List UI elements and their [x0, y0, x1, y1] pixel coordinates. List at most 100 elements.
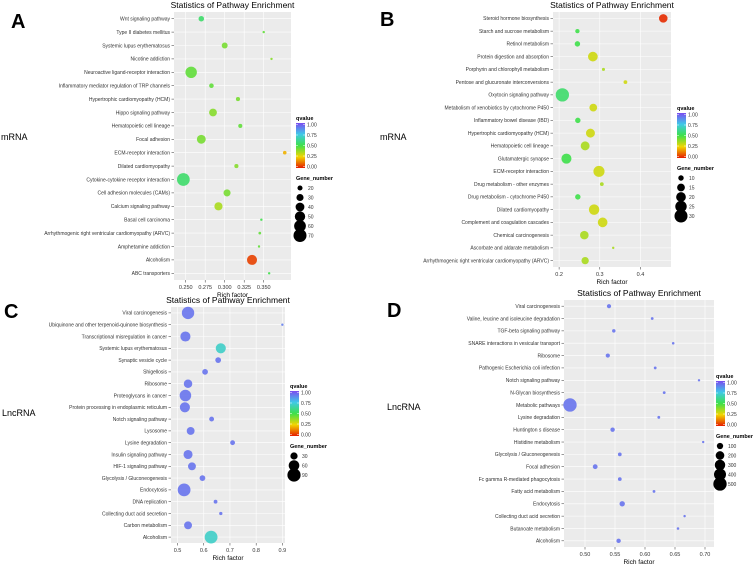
size-legend-label: 400: [728, 472, 737, 478]
x-tick-label: 0.275: [198, 285, 212, 291]
data-point: [585, 128, 595, 138]
x-tick-label: 0.6: [200, 548, 208, 554]
size-legend-dot: [295, 202, 305, 212]
data-point: [605, 353, 610, 358]
data-point: [676, 527, 680, 530]
size-legend-dot: [716, 442, 724, 450]
y-tick-label: HIF-1 signaling pathway: [113, 464, 167, 470]
qvalue-tick-label: 1.00: [307, 122, 317, 128]
y-tick-label: Dilated cardiomyopathy: [497, 207, 550, 213]
data-point: [658, 14, 668, 23]
data-point: [209, 83, 214, 89]
data-point: [588, 51, 598, 62]
y-tick-label: Notch signaling pathway: [506, 378, 561, 384]
y-tick-label: Hypertrophic cardiomyopathy (HCM): [468, 131, 549, 137]
qvalue-legend-title: qvalue: [296, 116, 313, 122]
y-tick-label: Cell adhesion molecules (CAMs): [97, 191, 170, 197]
x-tick-label: 0.70: [700, 552, 711, 558]
y-tick-label: Collecting duct acid secretion: [102, 511, 167, 517]
x-tick-label: 0.60: [640, 552, 651, 558]
data-point: [702, 440, 705, 444]
y-tick-label: Shigellosis: [143, 370, 167, 376]
y-tick-label: Arrhythmogenic right ventricular cardiom…: [423, 258, 549, 264]
y-tick-label: Drug metabolism - other enzymes: [474, 182, 550, 188]
y-tick-label: Endocytosis: [140, 488, 167, 494]
data-point: [616, 538, 621, 544]
data-point: [612, 329, 616, 333]
size-legend-label: 60: [302, 463, 308, 469]
y-tick-label: Glycolysis / Gluconeogenesis: [495, 452, 561, 458]
x-tick-label: 0.55: [610, 552, 621, 558]
data-point: [177, 483, 191, 497]
qvalue-colorbar: [290, 391, 299, 436]
data-point: [198, 15, 205, 22]
data-point: [580, 141, 590, 151]
plot-panel: [564, 300, 714, 547]
data-point: [561, 153, 572, 164]
data-point: [575, 117, 581, 124]
y-tick-label: Calcium signaling pathway: [111, 204, 171, 210]
y-tick-label: Glycolysis / Gluconeogenesis: [102, 476, 168, 482]
qvalue-colorbar: [716, 381, 725, 426]
size-legend-label: 40: [308, 205, 314, 211]
size-legend-dot: [287, 468, 301, 482]
size-legend-label: 15: [689, 185, 695, 191]
x-tick-label: 0.4: [637, 272, 645, 278]
y-tick-label: Focal adhesion: [136, 137, 170, 143]
y-tick-label: Metabolism of xenobiotics by cytochrome …: [445, 105, 550, 111]
y-tick-label: Alcoholism: [146, 258, 170, 264]
data-point: [601, 67, 606, 71]
data-point: [204, 530, 218, 544]
data-point: [610, 427, 615, 432]
plot-panel: [553, 12, 671, 267]
y-tick-label: Ascorbate and aldarate metabolism: [470, 246, 549, 252]
y-tick-label: Metabolic pathways: [516, 403, 560, 409]
data-point: [563, 398, 577, 412]
y-tick-label: Histidine metabolism: [514, 440, 560, 446]
data-point: [213, 499, 218, 504]
data-point: [575, 194, 581, 200]
data-point: [588, 204, 600, 215]
x-tick-label: 0.7: [226, 548, 234, 554]
y-tick-label: TGF-beta signaling pathway: [497, 329, 560, 335]
size-legend-dot: [714, 459, 726, 471]
y-tick-label: Systemic lupus erythematosus: [99, 346, 167, 352]
plot-panel: [174, 12, 291, 280]
data-point: [215, 357, 222, 363]
x-axis-label: Rich factor: [623, 559, 655, 566]
data-point: [267, 272, 271, 275]
data-point: [183, 449, 193, 460]
data-point: [262, 30, 265, 34]
x-tick-label: 0.8: [252, 548, 260, 554]
size-legend-dot: [677, 183, 685, 192]
qvalue-tick-label: 0.50: [307, 143, 317, 149]
size-legend-label: 20: [689, 195, 695, 201]
y-tick-label: Insulin signaling pathway: [111, 452, 167, 458]
y-tick-label: Protein digestion and absorption: [477, 54, 549, 60]
y-tick-label: Alcoholism: [536, 539, 560, 545]
y-tick-label: Systemic lupus erythematosus: [102, 43, 170, 49]
side-label: LncRNA: [387, 402, 421, 412]
y-tick-label: Ubiquinone and other terpenoid-quinone b…: [49, 323, 168, 329]
data-point: [581, 256, 589, 265]
data-point: [592, 464, 598, 470]
size-legend-title: Gene_number: [677, 166, 715, 172]
y-tick-label: ABC transporters: [132, 271, 171, 277]
size-legend-dot: [294, 211, 306, 222]
y-tick-label: Valine, leucine and isoleucine degradati…: [467, 316, 561, 322]
data-point: [188, 462, 196, 471]
y-tick-label: Wnt signaling pathway: [120, 17, 171, 23]
chart-title: Statistics of Pathway Enrichment: [166, 295, 290, 305]
data-point: [593, 165, 605, 177]
y-tick-label: Starch and sucrose metabolism: [479, 29, 549, 35]
data-point: [281, 323, 284, 326]
data-point: [270, 57, 273, 61]
qvalue-colorbar: [677, 113, 686, 158]
side-label: mRNA: [380, 132, 407, 142]
data-point: [199, 475, 206, 481]
y-tick-label: Drug metabolism - cytochrome P450: [468, 195, 549, 201]
size-legend-label: 60: [308, 224, 314, 230]
chart-title: Statistics of Pathway Enrichment: [577, 288, 701, 298]
size-legend-label: 30: [689, 214, 695, 220]
data-point: [235, 97, 241, 102]
